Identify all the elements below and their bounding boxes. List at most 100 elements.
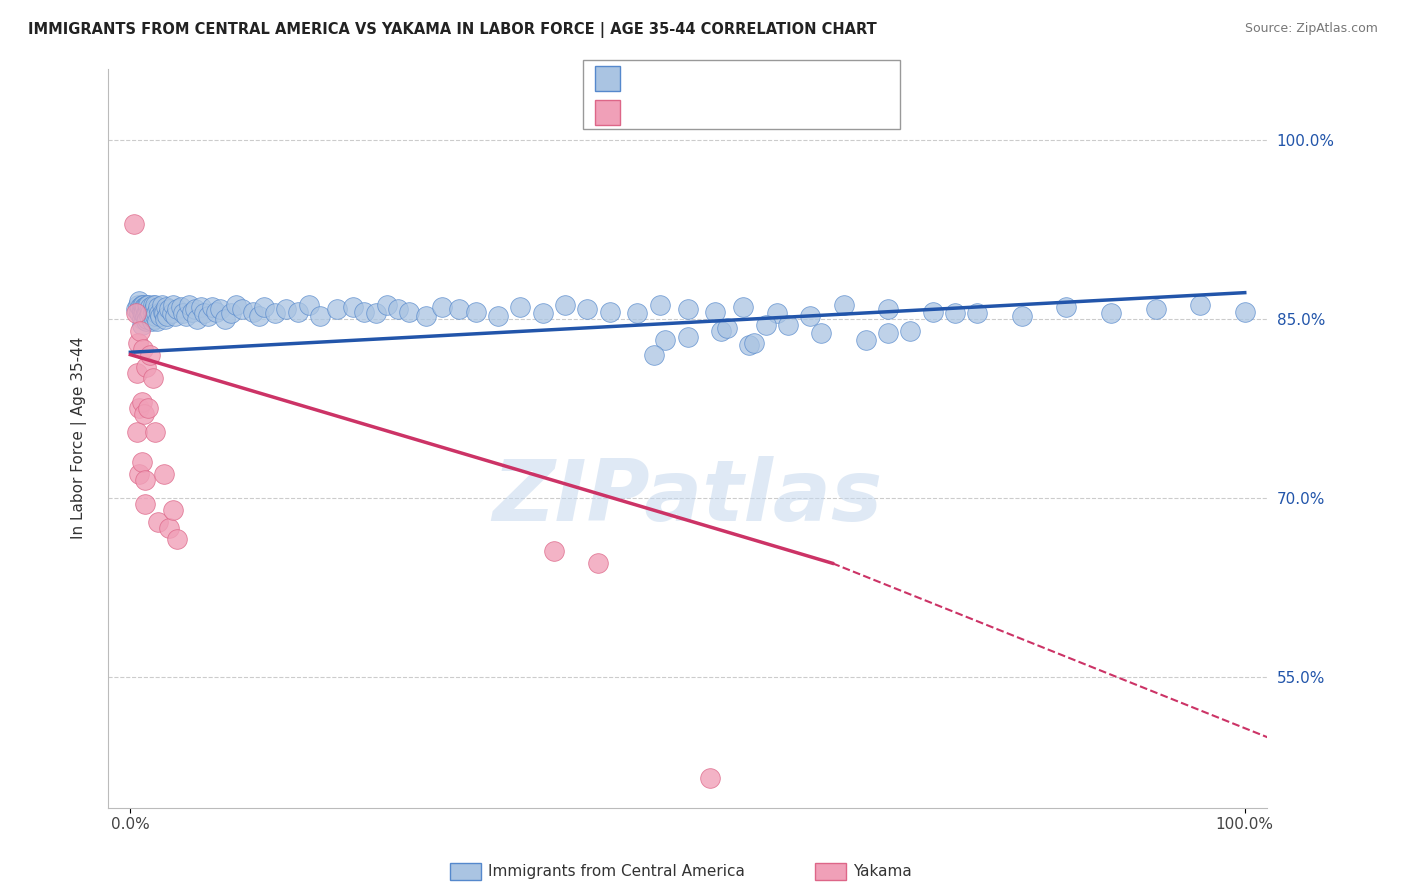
Point	[160, 306, 183, 320]
Point	[135, 314, 157, 328]
Point	[744, 335, 766, 350]
Point	[179, 297, 201, 311]
Point	[132, 407, 155, 421]
Point	[139, 300, 162, 314]
Text: 0.150: 0.150	[675, 73, 723, 88]
Point	[162, 297, 184, 311]
Text: R =: R =	[628, 106, 662, 121]
Text: R =: R =	[628, 73, 662, 88]
Point	[576, 302, 599, 317]
Point	[242, 304, 264, 318]
Point	[219, 306, 242, 320]
Point	[738, 338, 761, 352]
Point	[398, 304, 420, 318]
Point	[855, 334, 877, 348]
Point	[626, 306, 648, 320]
Point	[486, 310, 509, 324]
Point	[143, 425, 166, 439]
Point	[136, 401, 159, 416]
Point	[162, 502, 184, 516]
Point	[125, 366, 148, 380]
Point	[136, 304, 159, 318]
Point	[754, 318, 776, 332]
Point	[832, 297, 855, 311]
Point	[131, 311, 153, 326]
Point	[143, 310, 166, 324]
Point	[186, 311, 208, 326]
Point	[264, 306, 287, 320]
Point	[1099, 306, 1122, 320]
Point	[136, 297, 159, 311]
Point	[131, 304, 153, 318]
Point	[765, 306, 787, 320]
Point	[184, 302, 207, 317]
Point	[153, 311, 176, 326]
Point	[710, 324, 733, 338]
Point	[142, 297, 165, 311]
Point	[193, 306, 215, 320]
Point	[131, 342, 153, 356]
Point	[136, 311, 159, 326]
Text: -0.383: -0.383	[675, 106, 730, 121]
Point	[131, 318, 153, 332]
Point	[132, 300, 155, 314]
Point	[449, 302, 471, 317]
Point	[1011, 310, 1033, 324]
Point	[877, 326, 900, 341]
Point	[128, 306, 150, 320]
Point	[1233, 304, 1256, 318]
Point	[247, 310, 270, 324]
Point	[131, 297, 153, 311]
Point	[142, 302, 165, 317]
Point	[588, 556, 610, 570]
Point	[599, 304, 621, 318]
Point	[141, 314, 163, 328]
Point	[676, 302, 699, 317]
Point	[128, 467, 150, 481]
Text: ZIPatlas: ZIPatlas	[492, 456, 883, 539]
Point	[142, 371, 165, 385]
Point	[166, 302, 188, 317]
Text: 122: 122	[804, 73, 837, 88]
Point	[148, 300, 170, 314]
Point	[169, 300, 191, 314]
Point	[364, 306, 387, 320]
Point	[139, 306, 162, 320]
Point	[135, 306, 157, 320]
Point	[152, 467, 174, 481]
Point	[136, 302, 159, 317]
Point	[543, 544, 565, 558]
Point	[699, 771, 721, 785]
Point	[129, 324, 152, 338]
Point	[127, 297, 149, 311]
Point	[134, 300, 156, 314]
Point	[287, 304, 309, 318]
Point	[1054, 300, 1077, 314]
Point	[208, 302, 231, 317]
Text: 27: 27	[804, 106, 825, 121]
Point	[325, 302, 347, 317]
Text: IMMIGRANTS FROM CENTRAL AMERICA VS YAKAMA IN LABOR FORCE | AGE 35-44 CORRELATION: IMMIGRANTS FROM CENTRAL AMERICA VS YAKAM…	[28, 22, 877, 38]
Point	[231, 302, 253, 317]
Point	[135, 359, 157, 374]
Point	[131, 306, 153, 320]
Point	[180, 304, 202, 318]
Point	[166, 533, 188, 547]
Point	[253, 300, 276, 314]
Point	[172, 306, 194, 320]
Point	[148, 515, 170, 529]
Point	[148, 306, 170, 320]
Point	[127, 335, 149, 350]
Point	[799, 310, 821, 324]
Point	[308, 310, 330, 324]
Point	[342, 300, 364, 314]
Text: N =: N =	[755, 73, 785, 88]
Point	[776, 318, 799, 332]
Point	[214, 311, 236, 326]
Point	[143, 297, 166, 311]
Point	[225, 297, 247, 311]
Point	[704, 304, 727, 318]
Point	[146, 314, 169, 328]
Point	[415, 310, 437, 324]
Point	[152, 304, 174, 318]
